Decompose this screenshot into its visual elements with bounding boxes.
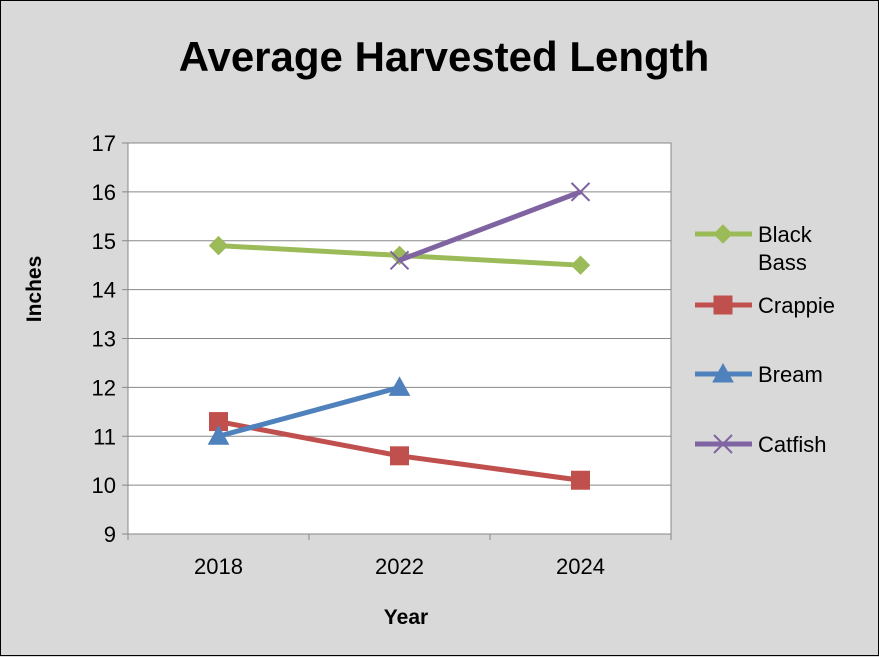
axes: 9 10 11 12 13 14 15 16 17 2018 2022 2024 [92, 131, 672, 579]
y-tick-label: 16 [92, 180, 116, 205]
legend-item-bream: Bream [695, 362, 823, 387]
x-tick-label: 2022 [375, 554, 424, 579]
legend-item-crappie: Crappie [695, 293, 835, 318]
legend-item-black-bass: Black Bass [695, 222, 813, 275]
data-point-bream [388, 376, 411, 396]
data-point-black-bass [570, 255, 591, 275]
series-catfish [389, 182, 591, 271]
x-tick-label: 2018 [194, 554, 243, 579]
legend-marker [713, 295, 733, 315]
legend-item-catfish: Catfish [695, 432, 826, 457]
data-point-crappie [390, 446, 409, 466]
legend-marker [713, 224, 733, 244]
data-point-catfish [389, 250, 410, 271]
y-tick-label: 15 [92, 229, 116, 254]
y-tick-label: 9 [104, 522, 116, 547]
y-axis-title: Inches [23, 256, 46, 323]
y-tick-label: 17 [92, 131, 116, 156]
legend: Black Bass Crappie Bream Catfish [695, 222, 835, 457]
legend-label: Black Bass [758, 222, 813, 275]
legend-label: Bream [758, 362, 823, 387]
data-point-catfish [570, 182, 591, 202]
legend-label: Catfish [758, 432, 826, 457]
y-tick-label: 10 [92, 473, 116, 498]
y-tick-label: 13 [92, 327, 116, 352]
series-line-bream [217, 384, 401, 439]
series-layer [207, 182, 591, 490]
series-line-catfish [398, 189, 582, 263]
legend-label: Crappie [758, 293, 835, 318]
y-tick-label: 12 [92, 375, 116, 400]
legend-marker [713, 434, 733, 454]
y-tick-label: 14 [92, 278, 116, 303]
chart-title: Average Harvested Length [179, 33, 710, 80]
series-bream [207, 376, 411, 445]
data-point-crappie [571, 470, 590, 490]
data-point-bream [207, 425, 230, 445]
y-tick-label: 11 [93, 424, 116, 449]
x-tick-label: 2024 [556, 554, 605, 579]
series-crappie [209, 412, 590, 490]
data-point-black-bass [208, 235, 229, 256]
legend-marker [712, 362, 734, 383]
x-axis-title: Year [384, 606, 428, 629]
